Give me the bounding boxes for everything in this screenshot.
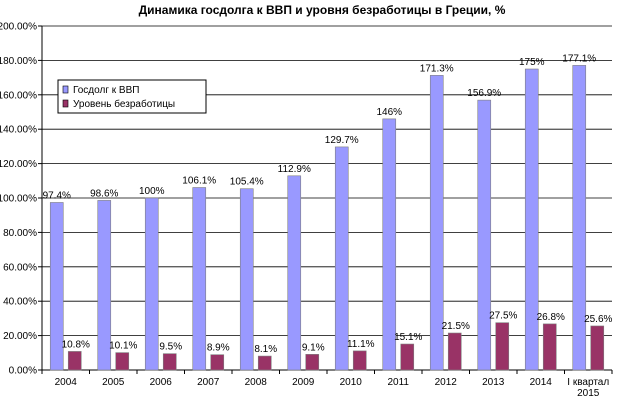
chart-title: Динамика госдолга к ВВП и уровня безрабо… (139, 3, 506, 17)
data-label-debt: 97.4% (43, 190, 71, 201)
bar-debt (239, 188, 254, 371)
data-label-unemployment: 15.1% (394, 332, 422, 343)
x-tick-label: I квартал 2015 (567, 377, 609, 399)
bar-unemployment (257, 355, 272, 371)
y-tick-label: 160.00% (0, 90, 37, 101)
data-label-debt: 98.6% (90, 188, 118, 199)
y-tick-label: 20.00% (3, 331, 37, 342)
data-label-unemployment: 8.1% (254, 344, 277, 355)
data-label-debt: 129.7% (325, 135, 359, 146)
bar-debt (572, 65, 587, 371)
bar-debt (97, 200, 112, 371)
bar-unemployment (305, 354, 320, 371)
axes: 0.00% 20.00% 40.00% 60.00% 80.00% 100.00% 120.… (0, 22, 613, 399)
y-tick-label: 200.00% (0, 22, 37, 33)
data-label-unemployment: 10.1% (109, 341, 137, 352)
data-labels: 97.4% 98.6% 100% 106.1% 105.4% 112.9% 129.7% 14… (43, 53, 613, 355)
bar-unemployment (495, 322, 510, 371)
data-label-debt: 156.9% (467, 88, 501, 99)
x-tick-label: 2008 (245, 377, 268, 388)
bar-debt (524, 68, 539, 371)
data-label-unemployment: 26.8% (537, 312, 565, 323)
x-tick-label: 2004 (55, 377, 78, 388)
bar-debt (382, 118, 397, 371)
y-tick-label: 0.00% (9, 366, 37, 377)
data-label-unemployment: 11.1% (347, 339, 375, 350)
x-tick-label: 2010 (340, 377, 363, 388)
bar-unemployment (590, 325, 605, 371)
data-label-debt: 112.9% (278, 164, 311, 175)
x-tick-label: 2006 (150, 377, 173, 388)
data-label-unemployment: 25.6% (584, 314, 612, 325)
y-tick-label: 80.00% (3, 228, 37, 239)
bar-unemployment (352, 350, 367, 371)
legend-label-series-1: Госдолг к ВВП (73, 85, 139, 96)
data-label-unemployment: 10.8% (62, 339, 90, 350)
bar-debt (144, 197, 159, 371)
bar-unemployment (400, 343, 415, 371)
bar-unemployment (447, 332, 462, 371)
x-tick-label: 2007 (197, 377, 220, 388)
gridlines (42, 25, 612, 337)
bar-debt (49, 202, 64, 371)
bar-debt (287, 175, 302, 371)
x-tick-label: 2005 (102, 377, 125, 388)
legend-swatch-series-1 (62, 85, 69, 94)
x-tick-label: 2013 (482, 377, 505, 388)
y-tick-label: 140.00% (0, 125, 37, 136)
y-tick-label: 40.00% (3, 297, 37, 308)
data-label-unemployment: 8.9% (207, 343, 230, 354)
bar-unemployment (67, 351, 82, 371)
data-label-debt: 106.1% (182, 176, 216, 187)
data-label-debt: 175% (519, 57, 545, 68)
bar-debt (429, 75, 444, 371)
x-tick-label: 2011 (387, 377, 409, 388)
legend-label-series-2: Уровень безработицы (73, 98, 175, 110)
data-label-unemployment: 21.5% (442, 321, 470, 332)
data-label-debt: 105.4% (230, 177, 264, 188)
data-label-unemployment: 27.5% (489, 311, 517, 322)
data-label-debt: 146% (376, 107, 402, 118)
x-tick-label: 2014 (530, 377, 553, 388)
bar-unemployment (210, 354, 225, 371)
bar-debt (334, 146, 349, 371)
bar-unemployment (162, 353, 177, 371)
legend: Госдолг к ВВП Уровень безработицы (57, 79, 207, 114)
x-tick-label: 2009 (292, 377, 315, 388)
bar-unemployment (115, 352, 130, 371)
legend-frame (57, 79, 207, 114)
bar-debt (192, 187, 207, 371)
y-tick-label: 120.00% (0, 159, 37, 170)
data-label-debt: 100% (139, 186, 165, 197)
bar-unemployment (542, 323, 557, 371)
legend-swatch-series-2 (62, 99, 69, 108)
data-label-debt: 177.1% (562, 53, 596, 64)
data-label-unemployment: 9.1% (302, 342, 325, 353)
data-label-debt: 171.3% (420, 63, 454, 74)
bar-debt (477, 99, 492, 371)
y-tick-label: 60.00% (3, 262, 37, 273)
y-tick-label: 180.00% (0, 56, 37, 67)
y-tick-label: 100.00% (0, 194, 37, 205)
data-label-unemployment: 9.5% (159, 342, 182, 353)
bars (49, 65, 605, 371)
x-tick-label: 2012 (435, 377, 458, 388)
